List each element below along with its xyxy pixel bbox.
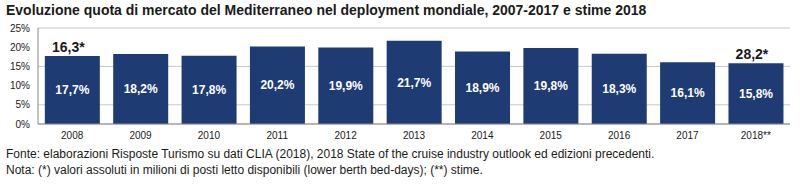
svg-text:2011: 2011 bbox=[267, 130, 289, 141]
svg-text:2010: 2010 bbox=[198, 130, 221, 141]
svg-text:17,7%: 17,7% bbox=[55, 83, 89, 97]
svg-text:19,8%: 19,8% bbox=[534, 79, 568, 93]
svg-text:2008: 2008 bbox=[61, 130, 84, 141]
svg-text:2018**: 2018** bbox=[741, 130, 771, 141]
svg-text:18,3%: 18,3% bbox=[602, 82, 636, 96]
svg-text:20%: 20% bbox=[10, 42, 30, 53]
svg-text:2012: 2012 bbox=[335, 130, 358, 141]
svg-text:2015: 2015 bbox=[540, 130, 563, 141]
svg-text:15%: 15% bbox=[10, 61, 30, 72]
svg-text:28,2*: 28,2* bbox=[736, 46, 769, 62]
svg-text:18,2%: 18,2% bbox=[124, 82, 158, 96]
svg-text:19,9%: 19,9% bbox=[329, 79, 363, 93]
svg-text:20,2%: 20,2% bbox=[260, 78, 294, 92]
svg-text:25%: 25% bbox=[10, 23, 30, 34]
html-text:Nota: (*) valori assoluti in m: Nota: (*) valori assoluti in milioni di … bbox=[6, 163, 483, 177]
svg-text:2017: 2017 bbox=[676, 130, 699, 141]
svg-text:0%: 0% bbox=[16, 119, 31, 130]
svg-text:2016: 2016 bbox=[608, 130, 631, 141]
svg-text:2009: 2009 bbox=[129, 130, 152, 141]
svg-text:16,3*: 16,3* bbox=[52, 39, 85, 55]
svg-text:5%: 5% bbox=[16, 99, 31, 110]
svg-text:2014: 2014 bbox=[471, 130, 494, 141]
svg-text:18,9%: 18,9% bbox=[466, 81, 500, 95]
svg-text:17,8%: 17,8% bbox=[192, 83, 226, 97]
svg-text:21,7%: 21,7% bbox=[397, 76, 431, 90]
svg-text:16,1%: 16,1% bbox=[671, 86, 705, 100]
svg-text:15,8%: 15,8% bbox=[739, 87, 773, 101]
html-text:Evoluzione quota di mercato de: Evoluzione quota di mercato del Mediterr… bbox=[6, 2, 647, 18]
svg-text:2013: 2013 bbox=[403, 130, 426, 141]
svg-text:10%: 10% bbox=[10, 80, 30, 91]
html-text:Fonte: elaborazioni Risposte T: Fonte: elaborazioni Risposte Turismo su … bbox=[6, 147, 655, 161]
